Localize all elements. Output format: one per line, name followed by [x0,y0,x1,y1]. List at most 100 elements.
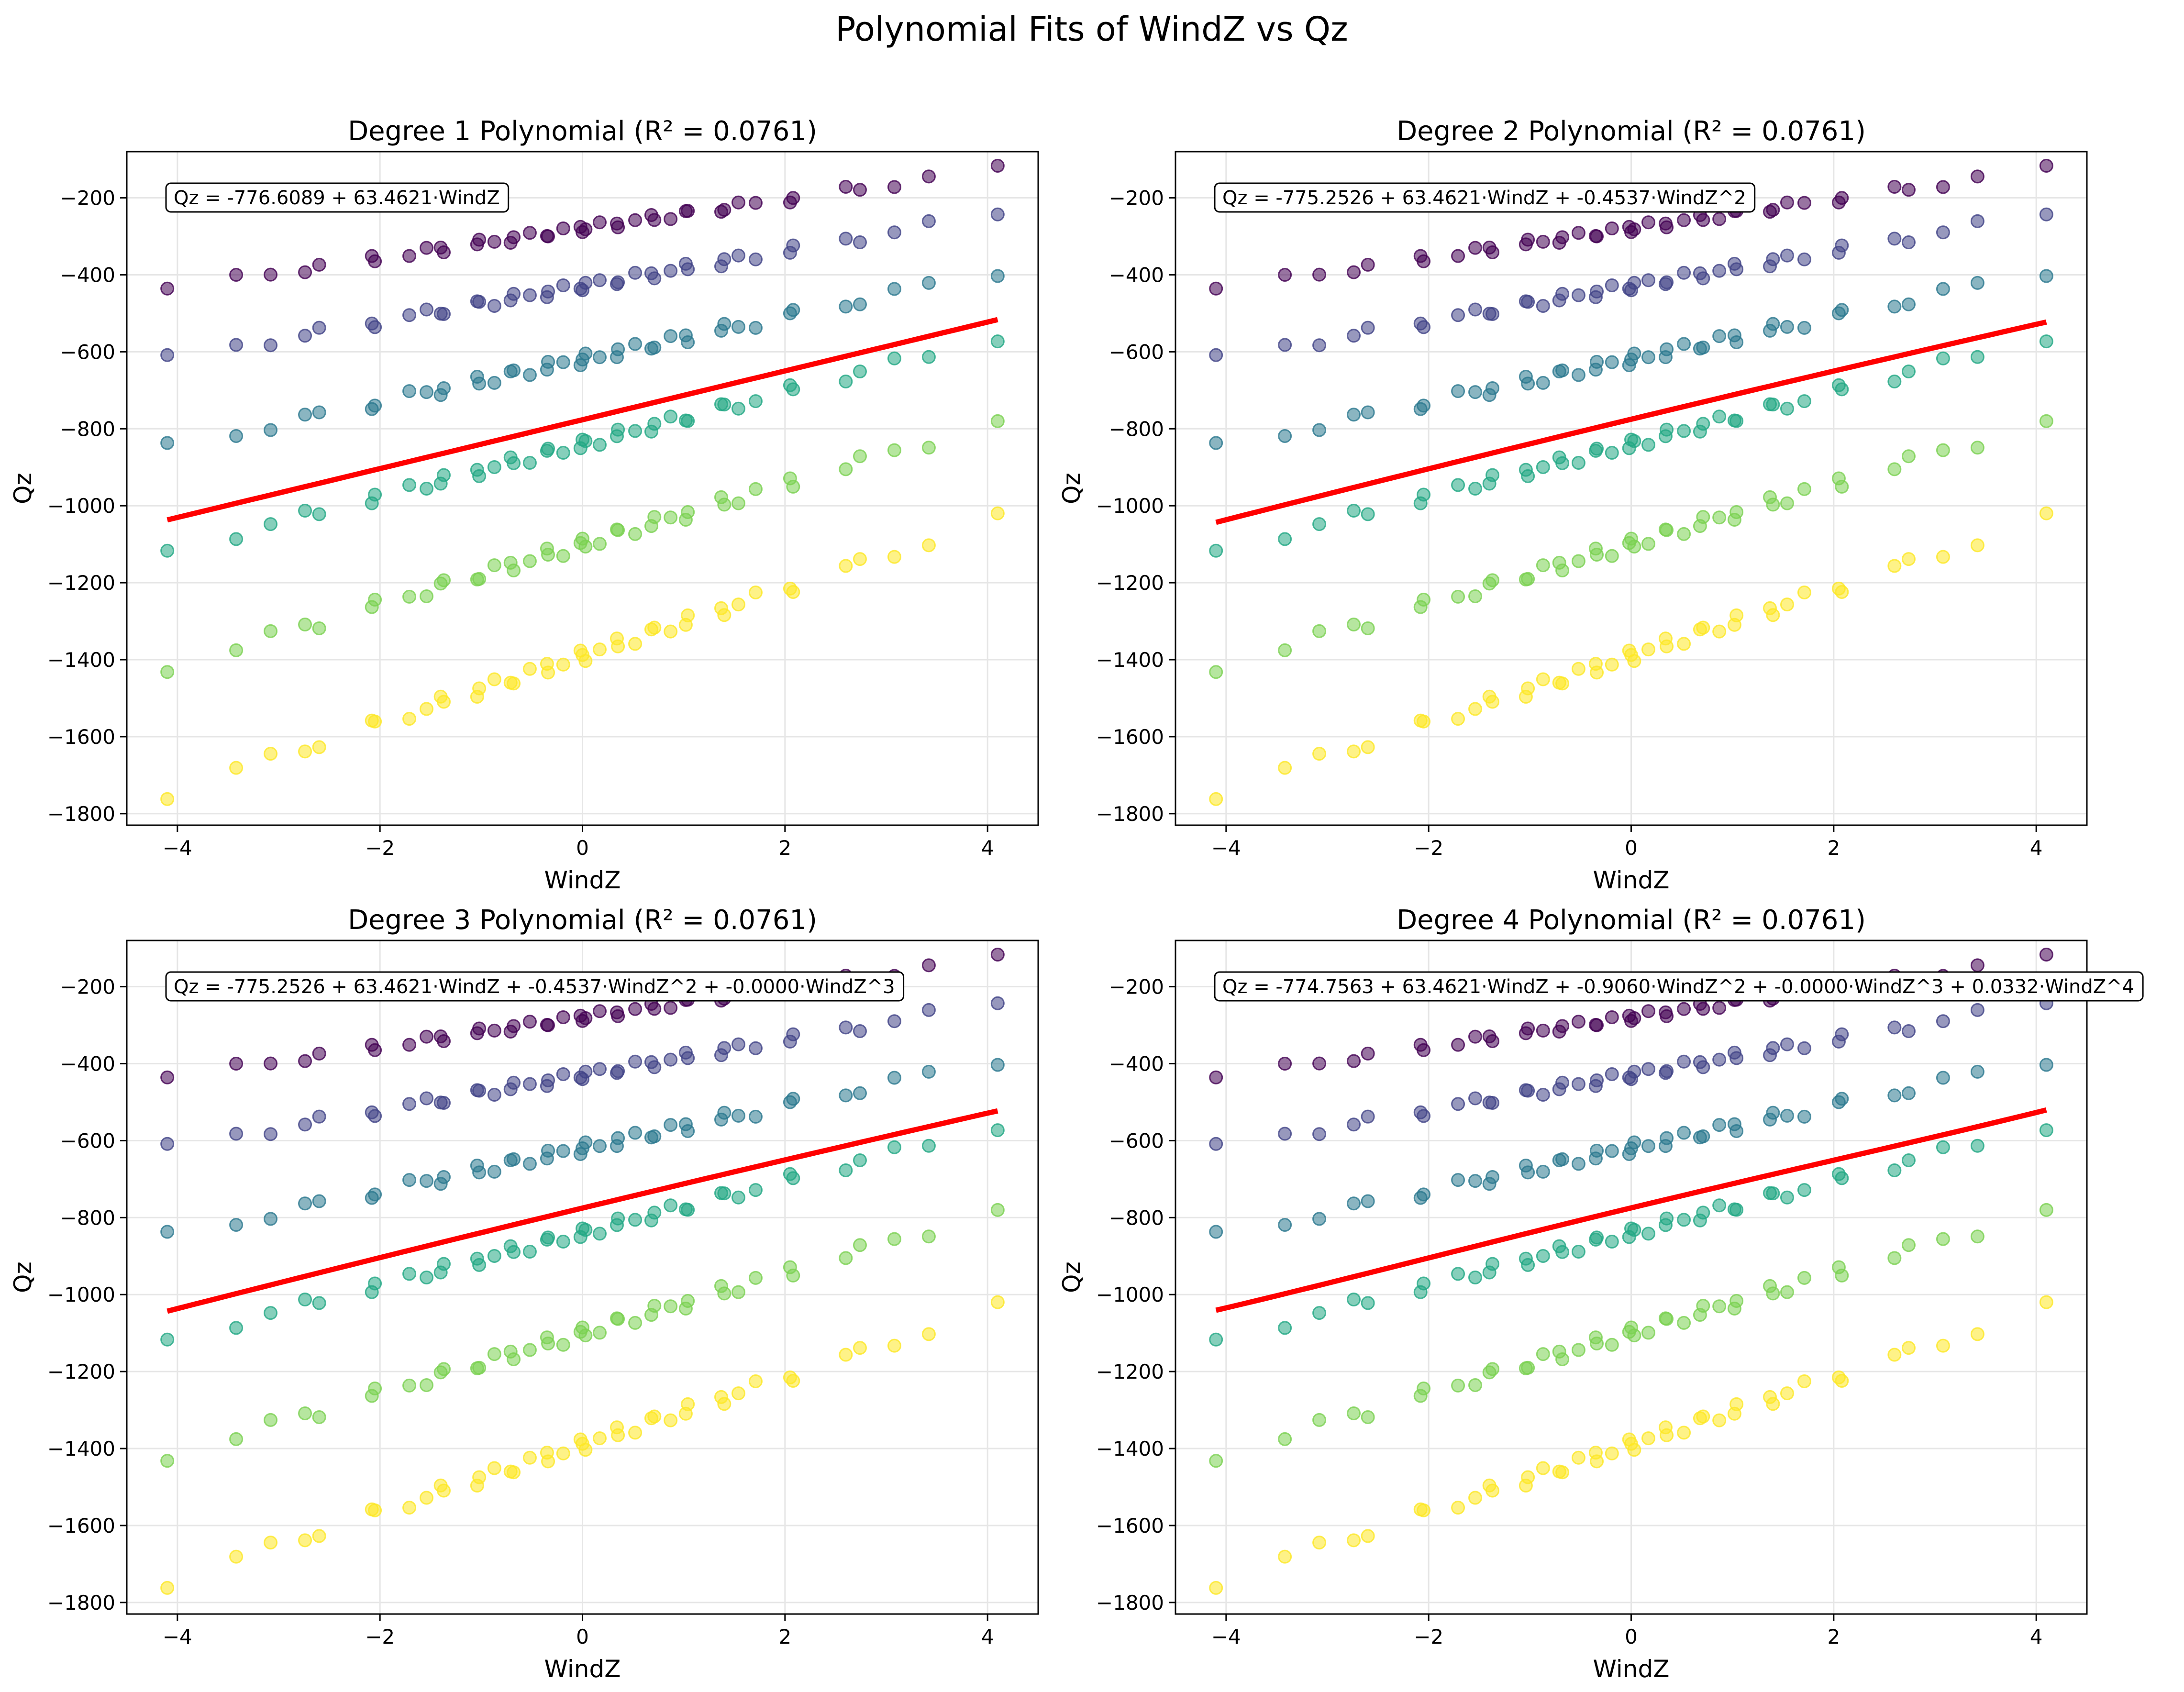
scatter-point [1605,1067,1619,1081]
scatter-point [229,1549,244,1564]
scatter-point [717,498,732,512]
scatter-point [1641,1062,1655,1076]
scatter-point [681,608,695,622]
scatter-point [1278,338,1292,352]
scatter-point [1780,195,1794,210]
scatter-point [1468,1174,1483,1188]
scatter-point [1468,1029,1483,1044]
scatter-point [1887,1251,1902,1265]
scatter-point [264,1536,278,1550]
scatter-point [1605,549,1619,563]
scatter-point [887,1232,901,1246]
scatter-point [1660,1009,1674,1023]
scatter-point [1641,1004,1655,1018]
scatter-point [887,225,901,240]
scatter-point [786,1373,800,1388]
scatter-point [1627,1064,1641,1079]
scatter-point [578,1328,593,1343]
scatter-point [731,597,745,612]
scatter-point [664,1001,678,1015]
scatter-point [541,1454,555,1469]
scatter-point [1347,1054,1361,1068]
scatter-point [1835,585,1849,599]
scatter-point [2039,947,2053,962]
scatter-point [541,1018,555,1032]
scatter-point [1451,1267,1465,1281]
scatter-point [786,238,800,253]
scatter-point [1209,1225,1223,1239]
scatter-point [664,1118,678,1132]
scatter-point [853,235,867,250]
scatter-point [1590,1073,1604,1087]
scatter-point [1312,267,1327,282]
scatter-point [717,1106,732,1120]
scatter-point [1887,232,1902,246]
scatter-point [1555,230,1570,244]
scatter-point [647,271,662,286]
scatter-point [717,1397,732,1411]
subplot-4: −4 −2 0 2 4 −1800 −1600 −1400 −1200 −1000 −800 −600… [1058,905,2144,1683]
scatter-point [1571,1450,1585,1465]
scatter-point [1729,1051,1744,1065]
scatter-point [1361,1296,1375,1310]
scatter-point [298,265,312,279]
scatter-point [472,1165,487,1180]
scatter-point [1677,424,1691,438]
scatter-point [1696,417,1710,431]
scatter-point [437,1096,451,1110]
scatter-point [1936,225,1950,240]
scatter-point [990,506,1005,520]
scatter-point [1835,1268,1849,1283]
scatter-point [1712,1001,1727,1015]
scatter-point [1936,1338,1950,1353]
scatter-point [1766,203,1780,217]
scatter-point [786,303,800,317]
scatter-point [1468,1091,1483,1106]
scatter-point [556,278,570,292]
x-tick-label: 0 [1625,1625,1638,1648]
scatter-point [264,1306,278,1320]
scatter-point [1451,589,1465,604]
scatter-point [990,1058,1005,1072]
scatter-point [921,538,936,553]
scatter-point [921,1003,936,1017]
scatter-point [1536,1461,1550,1475]
scatter-point [1486,1257,1500,1271]
scatter-point [1936,180,1950,194]
scatter-point [681,414,695,428]
scatter-point [402,1173,417,1187]
scatter-point [1936,443,1950,457]
scatter-point [887,1014,901,1028]
y-tick-label: −800 [1109,1206,1164,1229]
scatter-point [839,180,853,194]
scatter-point [312,405,326,420]
scatter-point [592,438,607,452]
scatter-point [1627,1328,1641,1343]
scatter-point [853,297,867,311]
scatter-point [312,1194,326,1208]
scatter-point [1729,608,1744,622]
scatter-point [748,1374,763,1388]
scatter-point [628,1213,643,1227]
scatter-point [1677,265,1691,280]
scatter-point [541,354,555,369]
scatter-point [1451,384,1465,398]
scatter-point [368,714,382,729]
scatter-point [611,1064,625,1078]
scatter-point [1278,1432,1292,1446]
scatter-point [1278,1218,1292,1232]
scatter-point [229,761,244,775]
scatter-point [1590,1143,1604,1158]
x-tick-label: 2 [1827,836,1840,860]
scatter-point [1729,1124,1744,1138]
scatter-point [1555,456,1570,470]
scatter-point [1696,340,1710,354]
scatter-point [921,1064,936,1079]
fit-line [166,1108,998,1314]
scatter-point [1278,1549,1292,1564]
scatter-point [717,1041,732,1055]
scatter-point [1347,744,1361,759]
scatter-point [1780,1285,1794,1299]
scatter-point [1712,329,1727,343]
scatter-point [990,207,1005,221]
